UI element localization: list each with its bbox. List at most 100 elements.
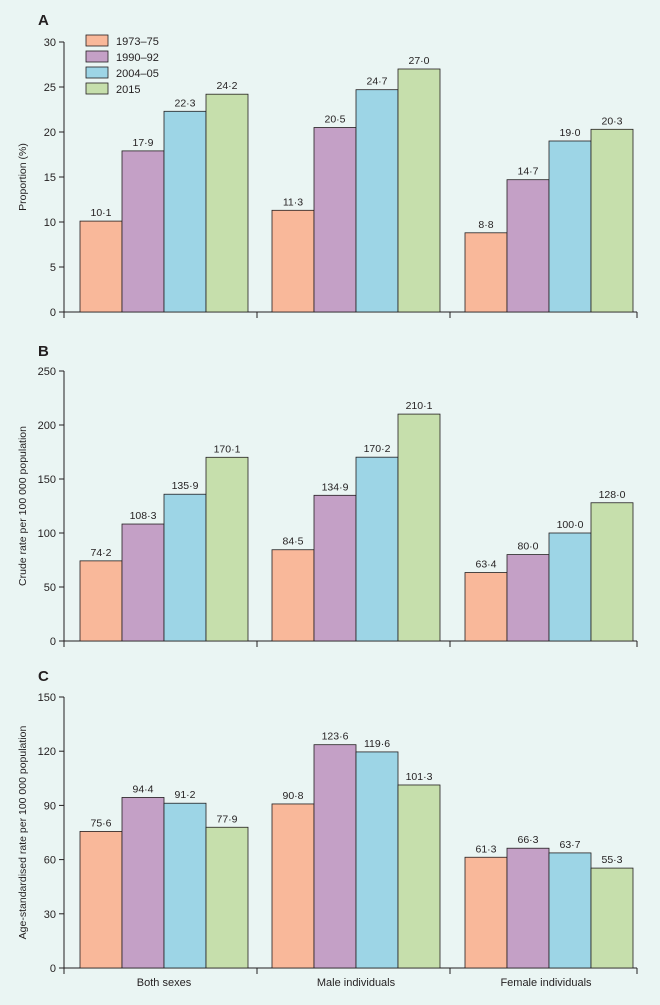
y-tick-label: 20 (44, 127, 56, 139)
y-tick-label: 150 (38, 692, 56, 704)
bar-b-0-0 (79, 560, 123, 642)
bar-value-label: 75·6 (90, 817, 111, 829)
bar-value-label: 55·3 (601, 854, 622, 866)
bar-b-2-3 (590, 502, 634, 642)
bar-c-0-2 (163, 802, 207, 969)
bar-value-label: 91·2 (174, 789, 195, 801)
y-tick-label: 250 (38, 366, 56, 378)
bar-value-label: 101·3 (406, 771, 433, 783)
bar-a-0-2 (163, 110, 207, 313)
bar-value-label: 10·1 (90, 207, 111, 219)
x-category-label: Female individuals (500, 977, 592, 989)
bar-value-label: 134·9 (322, 481, 349, 493)
panel-letter-b: B (38, 343, 49, 360)
y-tick-label: 120 (38, 746, 56, 758)
bar-b-2-2 (548, 532, 592, 642)
bar-a-2-2 (548, 140, 592, 313)
y-axis-title: Crude rate per 100 000 population (17, 426, 29, 586)
y-tick-label: 50 (44, 582, 56, 594)
y-tick-label: 10 (44, 217, 56, 229)
bar-value-label: 123·6 (322, 731, 349, 743)
legend-swatch-1 (85, 50, 109, 63)
bar-value-label: 20·3 (601, 115, 622, 127)
bar-b-0-3 (205, 456, 249, 642)
bar-value-label: 20·5 (324, 114, 345, 126)
y-tick-label: 0 (50, 307, 56, 319)
bar-b-2-1 (506, 554, 550, 642)
bar-value-label: 19·0 (559, 127, 580, 139)
y-tick-label: 90 (44, 800, 56, 812)
bar-c-1-3 (397, 784, 441, 969)
bar-value-label: 22·3 (174, 97, 195, 109)
bar-b-1-0 (271, 549, 315, 642)
panel-letter-c: C (38, 668, 49, 685)
y-axis-title: Proportion (%) (17, 143, 29, 211)
legend-swatch-3 (85, 82, 109, 95)
bar-value-label: 128·0 (599, 489, 626, 501)
bar-b-1-2 (355, 456, 399, 642)
legend-label: 2004–05 (116, 68, 159, 80)
bar-value-label: 24·2 (216, 80, 237, 92)
bar-value-label: 119·6 (364, 738, 390, 750)
bar-value-label: 63·7 (559, 839, 580, 851)
bar-c-0-1 (121, 797, 165, 969)
y-tick-label: 30 (44, 909, 56, 921)
bar-a-1-2 (355, 89, 399, 313)
bar-value-label: 66·3 (517, 834, 538, 846)
bar-c-2-1 (506, 847, 550, 969)
bar-a-2-3 (590, 128, 634, 313)
bar-a-1-1 (313, 127, 357, 313)
y-tick-label: 150 (38, 474, 56, 486)
bar-value-label: 14·7 (517, 166, 538, 178)
bar-value-label: 8·8 (478, 219, 493, 231)
bar-c-1-0 (271, 803, 315, 969)
bar-value-label: 170·2 (364, 443, 391, 455)
panel-letter-a: A (38, 12, 49, 29)
bar-c-1-1 (313, 744, 357, 969)
x-category-label: Male individuals (317, 977, 396, 989)
legend-swatch-2 (85, 66, 109, 79)
bar-value-label: 77·9 (216, 813, 237, 825)
bar-value-label: 17·9 (132, 137, 153, 149)
legend-label: 1990–92 (116, 52, 159, 64)
y-tick-label: 200 (38, 420, 56, 432)
bar-value-label: 61·3 (475, 843, 496, 855)
bar-b-1-1 (313, 494, 357, 642)
bar-a-0-0 (79, 220, 123, 313)
legend-swatch-0 (85, 34, 109, 47)
bar-c-0-3 (205, 826, 249, 969)
y-tick-label: 0 (50, 963, 56, 975)
bar-a-1-0 (271, 209, 315, 313)
y-tick-label: 100 (38, 528, 56, 540)
bar-c-2-3 (590, 867, 634, 969)
bar-a-0-3 (205, 93, 249, 313)
bar-value-label: 74·2 (90, 547, 111, 559)
y-tick-label: 25 (44, 82, 56, 94)
bar-value-label: 24·7 (366, 76, 387, 88)
bar-value-label: 170·1 (214, 443, 241, 455)
bar-value-label: 135·9 (172, 480, 199, 492)
bar-value-label: 210·1 (406, 400, 433, 412)
bar-b-0-2 (163, 493, 207, 642)
y-tick-label: 30 (44, 37, 56, 49)
bar-value-label: 90·8 (282, 790, 303, 802)
bar-value-label: 63·4 (475, 559, 496, 571)
bar-a-2-1 (506, 179, 550, 313)
y-tick-label: 15 (44, 172, 56, 184)
y-tick-label: 60 (44, 855, 56, 867)
bar-c-2-0 (464, 856, 508, 969)
legend-label: 2015 (116, 84, 140, 96)
bar-b-2-0 (464, 572, 508, 642)
legend-label: 1973–75 (116, 36, 159, 48)
bar-value-label: 27·0 (408, 55, 429, 67)
bar-c-0-0 (79, 831, 123, 969)
bar-b-0-1 (121, 523, 165, 642)
bar-value-label: 11·3 (283, 196, 303, 208)
bar-c-1-2 (355, 751, 399, 969)
bar-a-1-3 (397, 68, 441, 313)
bar-value-label: 94·4 (132, 783, 153, 795)
bar-value-label: 108·3 (130, 510, 157, 522)
y-tick-label: 5 (50, 262, 56, 274)
